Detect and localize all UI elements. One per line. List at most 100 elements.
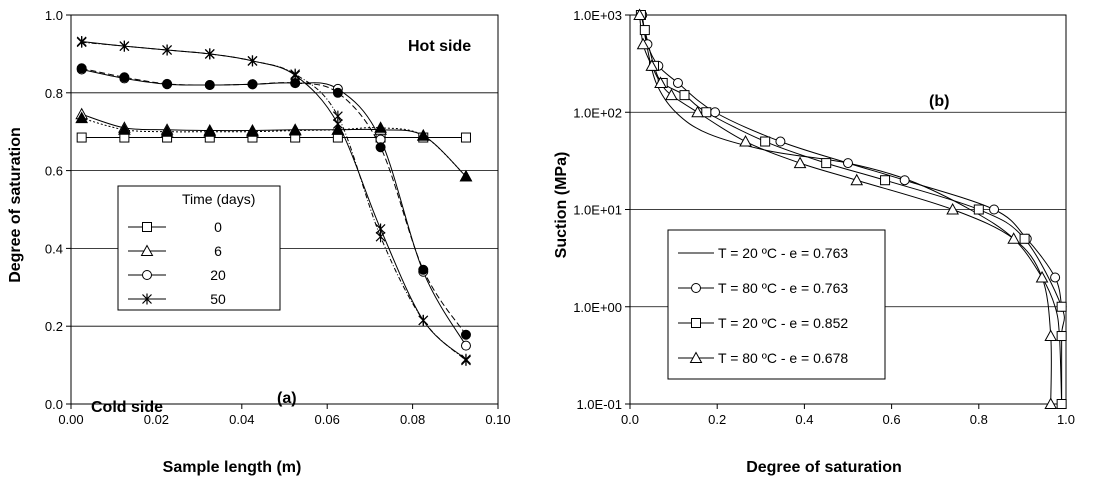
panel-b-data-point bbox=[989, 204, 1000, 215]
panel-b-x-axis-label: Degree of saturation bbox=[746, 459, 902, 476]
panel-b-data-point bbox=[843, 158, 853, 169]
panel-a-legend-label: 20 bbox=[210, 267, 226, 283]
panel-b-y-tick-label: 1.0E+03 bbox=[573, 8, 622, 23]
panel-b-data-point bbox=[636, 37, 650, 50]
panel-b-data-point bbox=[821, 158, 832, 169]
panel-a-comparison-point bbox=[119, 72, 130, 83]
panel-b-x-tick-label: 0.4 bbox=[795, 412, 813, 427]
panel-a-comparison-point bbox=[76, 63, 87, 74]
panel-a-comparison-point bbox=[331, 123, 345, 135]
panel-a-data-point bbox=[76, 132, 87, 143]
panel-b-x-tick-label: 0.8 bbox=[970, 412, 988, 427]
panel-b-x-tick-label: 0.6 bbox=[883, 412, 901, 427]
panel-b-y-tick-label: 1.0E+00 bbox=[573, 300, 622, 315]
panel-a-x-tick-label: 0.10 bbox=[485, 412, 510, 427]
panel-a-comparison-point bbox=[247, 55, 258, 67]
panel-a-comparison-point bbox=[119, 40, 130, 52]
panel-b-legend-marker bbox=[691, 318, 701, 328]
panel-a-comparison-point bbox=[288, 123, 302, 136]
panel-b-data-point bbox=[1044, 329, 1058, 342]
panel-b-data-point bbox=[880, 175, 891, 186]
panel-b-data-point bbox=[679, 90, 690, 101]
panel-b-data-point bbox=[850, 173, 864, 186]
panel-a-markers bbox=[75, 35, 473, 366]
panel-b-data-point bbox=[899, 175, 910, 186]
panel-a-comparison-point bbox=[162, 78, 173, 89]
panel-a-ticks: 0.0 0.2 0.4 0.6 0.8 1.0 0.00 0.02 0.04 0.06 0.08 0.… bbox=[45, 8, 511, 427]
panel-a-comparison-point bbox=[162, 44, 172, 56]
panel-a-y-tick-label: 0.8 bbox=[45, 86, 63, 101]
panel-a-comparison-point bbox=[374, 121, 387, 133]
panel-b-data-point bbox=[633, 8, 646, 20]
panel-a-data-point bbox=[460, 132, 471, 143]
panel-b-data-point bbox=[701, 107, 712, 118]
panel-a-comparison-point bbox=[247, 79, 258, 90]
panel-b-legend-label: T = 20 ºC - e = 0.852 bbox=[718, 315, 848, 331]
panel-b-chart: 1.0E-01 1.0E+00 1.0E+01 1.0E+02 1.0E+03 0.0 0.… bbox=[553, 8, 1075, 476]
panel-a-y-tick-label: 0.4 bbox=[45, 241, 63, 256]
panel-b-data-point bbox=[1056, 399, 1067, 409]
panel-b-data-point bbox=[691, 105, 704, 118]
panel-a-comparison-point bbox=[118, 123, 131, 135]
panel-a-legend-marker bbox=[142, 270, 152, 280]
panel-b-data-point bbox=[1007, 232, 1021, 244]
panel-a-data-point bbox=[460, 340, 471, 351]
panel-b-data-point bbox=[1050, 272, 1061, 283]
panel-b-data-point bbox=[1035, 270, 1049, 283]
panel-a-legend-box bbox=[117, 185, 281, 311]
panel-a-comparison-point bbox=[204, 80, 215, 91]
panel-a-comparison-point bbox=[76, 36, 87, 48]
panel-a-comparison-point bbox=[418, 264, 429, 275]
panel-a-comparison-point bbox=[332, 87, 343, 98]
panel-b-data-point bbox=[645, 59, 659, 71]
panel-b-legend-marker bbox=[691, 283, 701, 293]
panel-a-series-line bbox=[81, 113, 467, 177]
panel-b-data-point bbox=[1056, 331, 1067, 342]
panel-a-comparison-point bbox=[290, 68, 301, 80]
panel-b-data-point bbox=[793, 156, 807, 169]
panel-b-label: (b) bbox=[929, 93, 949, 110]
panel-a-comparison-point bbox=[332, 110, 343, 122]
panel-a-comparison-point bbox=[160, 125, 174, 137]
panel-a-comparison-line bbox=[81, 41, 467, 361]
panel-a-legend-label: 0 bbox=[214, 219, 222, 235]
panel-a-plot-frame bbox=[70, 14, 499, 405]
panel-a-legend-marker bbox=[142, 222, 152, 232]
panel-b-data-point bbox=[775, 136, 786, 147]
panel-b-data-point bbox=[946, 202, 959, 215]
panel-a-comparison-point bbox=[246, 125, 259, 137]
panel-b-data-point bbox=[739, 134, 752, 147]
panel-a-comparison-line bbox=[81, 117, 467, 177]
panel-a-comparison-line bbox=[81, 67, 467, 336]
panel-b-data-point bbox=[973, 204, 984, 215]
panel-b-legend-label: T = 80 ºC - e = 0.763 bbox=[718, 280, 848, 296]
panel-a-x-tick-label: 0.02 bbox=[144, 412, 169, 427]
panel-a-legend-label: 6 bbox=[214, 243, 222, 259]
panel-b-data-point bbox=[1056, 301, 1067, 312]
panel-b-x-tick-label: 0.0 bbox=[621, 412, 639, 427]
panel-a-x-tick-label: 0.00 bbox=[58, 412, 83, 427]
panel-b-data-point bbox=[665, 88, 678, 101]
panel-b-data-point bbox=[760, 136, 771, 147]
panel-a-label: (a) bbox=[277, 390, 297, 407]
panel-b-data-point bbox=[639, 25, 650, 36]
panel-b-data-point bbox=[1019, 233, 1030, 244]
panel-a-y-tick-label: 0.6 bbox=[45, 164, 63, 179]
panel-a-series-lines bbox=[81, 40, 467, 361]
panel-b-legend-label: T = 80 ºC - e = 0.678 bbox=[718, 350, 848, 366]
panel-b-legend-label: T = 20 ºC - e = 0.763 bbox=[718, 245, 848, 261]
panel-a-y-tick-label: 0.0 bbox=[45, 397, 63, 412]
panel-b-data-point bbox=[710, 107, 721, 118]
panel-a-legend: Time (days) 0 6 20 50 bbox=[117, 185, 281, 311]
panel-b-markers bbox=[633, 8, 1067, 409]
panel-a-comparison-point bbox=[460, 329, 471, 340]
panel-a-comparison-point bbox=[204, 48, 215, 60]
panel-a-comparison-point bbox=[375, 142, 386, 153]
panel-b-data-point bbox=[654, 76, 667, 88]
panel-b-data-point bbox=[672, 77, 683, 88]
panel-a-x-tick-label: 0.08 bbox=[400, 412, 425, 427]
panel-a-comparison-point bbox=[75, 111, 89, 124]
panel-b-y-tick-label: 1.0E+02 bbox=[573, 105, 622, 120]
panel-a-x-tick-label: 0.04 bbox=[229, 412, 254, 427]
